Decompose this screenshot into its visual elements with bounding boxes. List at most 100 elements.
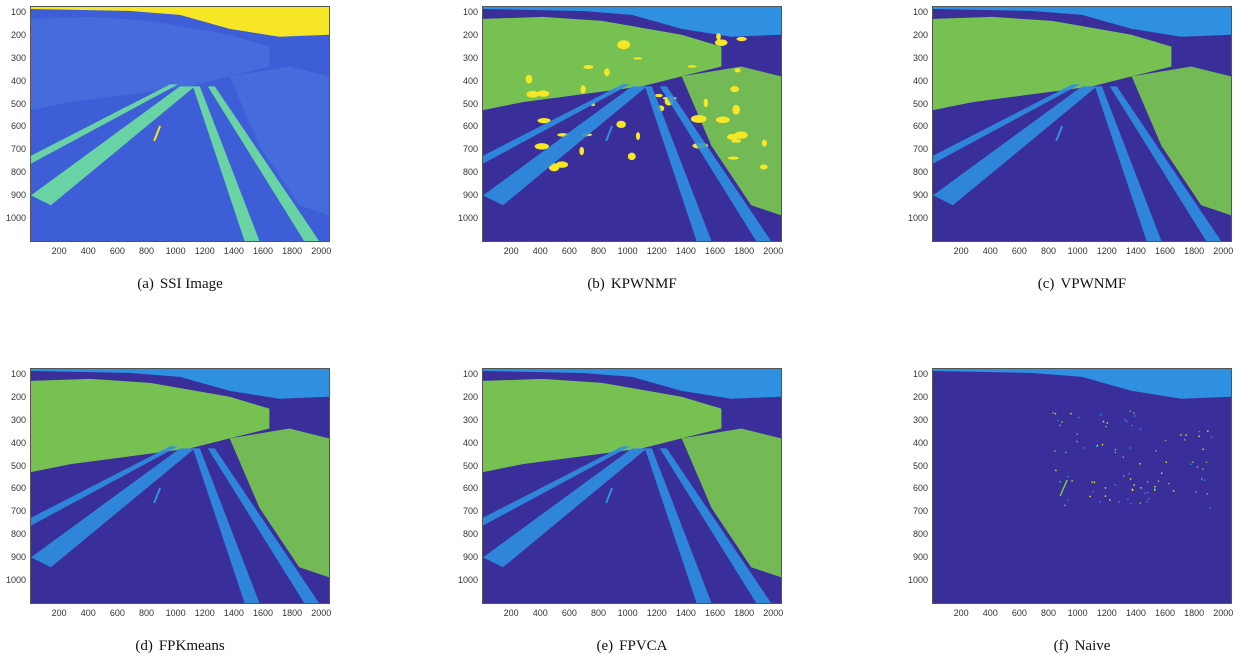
yellow-cluster <box>655 94 663 97</box>
y-tick-label: 600 <box>902 121 928 131</box>
x-tick-label: 1800 <box>729 608 759 618</box>
y-tick-label: 400 <box>0 438 26 448</box>
x-tick-label: 1400 <box>671 608 701 618</box>
y-tick-label: 600 <box>452 483 478 493</box>
x-tick-label: 1200 <box>190 608 220 618</box>
x-tick-label: 200 <box>496 608 526 618</box>
speckle <box>1134 415 1135 416</box>
scene-image <box>483 369 781 603</box>
caption-letter: (a) <box>137 276 154 292</box>
speckle <box>1192 461 1193 462</box>
speckle <box>1105 487 1106 488</box>
yellow-cluster <box>526 91 539 98</box>
caption-text: VPWNMF <box>1060 276 1126 292</box>
caption-letter: (d) <box>135 638 153 654</box>
speckle <box>1199 431 1200 432</box>
yellow-cluster <box>604 68 610 76</box>
y-tick-label: 800 <box>0 167 26 177</box>
y-tick-label: 400 <box>902 438 928 448</box>
speckle <box>1134 484 1135 485</box>
panel-5: 100 200 300 400 500 600 700 800 900 1000 200 400 600… <box>452 362 812 662</box>
speckle <box>1065 452 1066 453</box>
x-tick-label: 1000 <box>613 246 643 256</box>
speckle <box>1127 499 1128 500</box>
scene-image <box>483 7 781 241</box>
speckle <box>1089 496 1090 497</box>
yellow-cluster <box>580 85 585 94</box>
y-tick-label: 200 <box>452 30 478 40</box>
panel-caption: (d) FPKmeans <box>0 638 360 655</box>
speckle <box>1133 413 1134 414</box>
image-plot <box>482 368 782 604</box>
speckle <box>1102 444 1103 445</box>
scene-image <box>933 369 1231 603</box>
y-tick-label: 1000 <box>452 575 478 585</box>
y-tick-label: 1000 <box>0 213 26 223</box>
panel-caption: (e) FPVCA <box>452 638 812 655</box>
x-tick-label: 1400 <box>219 246 249 256</box>
speckle <box>1147 481 1148 482</box>
y-tick-label: 1000 <box>902 575 928 585</box>
scene-image <box>31 369 329 603</box>
scene-image <box>31 7 329 241</box>
speckle <box>1064 505 1065 506</box>
speckle <box>1140 487 1141 488</box>
y-tick-label: 1000 <box>452 213 478 223</box>
caption-letter: (c) <box>1038 276 1055 292</box>
background <box>933 369 1231 603</box>
speckle <box>1146 501 1147 502</box>
x-tick-label: 800 <box>132 608 162 618</box>
yellow-cluster <box>636 132 640 140</box>
speckle <box>1166 462 1167 463</box>
caption-text: FPKmeans <box>159 638 225 654</box>
speckle <box>1158 480 1159 481</box>
yellow-cluster <box>735 68 741 72</box>
x-tick-label: 1600 <box>700 608 730 618</box>
yellow-cluster <box>616 121 626 128</box>
scene-image <box>933 7 1231 241</box>
y-tick-label: 300 <box>0 415 26 425</box>
x-tick-label: 800 <box>584 608 614 618</box>
y-tick-label: 100 <box>0 7 26 17</box>
y-tick-label: 1000 <box>902 213 928 223</box>
speckle <box>1100 414 1101 415</box>
y-tick-label: 200 <box>902 392 928 402</box>
y-tick-label: 300 <box>452 53 478 63</box>
x-tick-label: 200 <box>946 608 976 618</box>
y-tick-label: 400 <box>902 76 928 86</box>
panel-caption: (f) Naive <box>902 638 1244 655</box>
yellow-cluster <box>691 115 707 123</box>
speckle <box>1078 417 1079 418</box>
y-tick-label: 300 <box>902 415 928 425</box>
x-tick-label: 400 <box>975 608 1005 618</box>
x-tick-label: 1200 <box>1092 608 1122 618</box>
panel-1: 100 200 300 400 500 600 700 800 900 1000 200 400 600… <box>0 0 360 300</box>
x-tick-label: 1800 <box>277 608 307 618</box>
y-tick-label: 900 <box>902 190 928 200</box>
yellow-cluster <box>688 65 697 67</box>
y-tick-label: 500 <box>452 99 478 109</box>
yellow-cluster <box>556 161 568 167</box>
x-tick-label: 2000 <box>1208 608 1238 618</box>
y-tick-label: 500 <box>452 461 478 471</box>
speckle <box>1161 472 1162 473</box>
y-tick-label: 600 <box>902 483 928 493</box>
caption-letter: (e) <box>596 638 613 654</box>
speckle <box>1109 499 1110 500</box>
x-tick-label: 600 <box>554 608 584 618</box>
speckle <box>1201 478 1202 479</box>
y-tick-label: 300 <box>452 415 478 425</box>
x-tick-label: 2000 <box>758 246 788 256</box>
speckle <box>1132 425 1133 426</box>
speckle <box>1185 434 1186 435</box>
speckle <box>1130 478 1131 479</box>
caption-letter: (b) <box>587 276 605 292</box>
speckle <box>1207 430 1208 431</box>
yellow-cluster <box>704 98 708 107</box>
caption-letter: (f) <box>1054 638 1069 654</box>
x-tick-label: 2000 <box>758 608 788 618</box>
speckle <box>1132 489 1133 490</box>
x-tick-label: 1800 <box>1179 608 1209 618</box>
x-tick-label: 2000 <box>306 608 336 618</box>
y-tick-label: 500 <box>902 99 928 109</box>
